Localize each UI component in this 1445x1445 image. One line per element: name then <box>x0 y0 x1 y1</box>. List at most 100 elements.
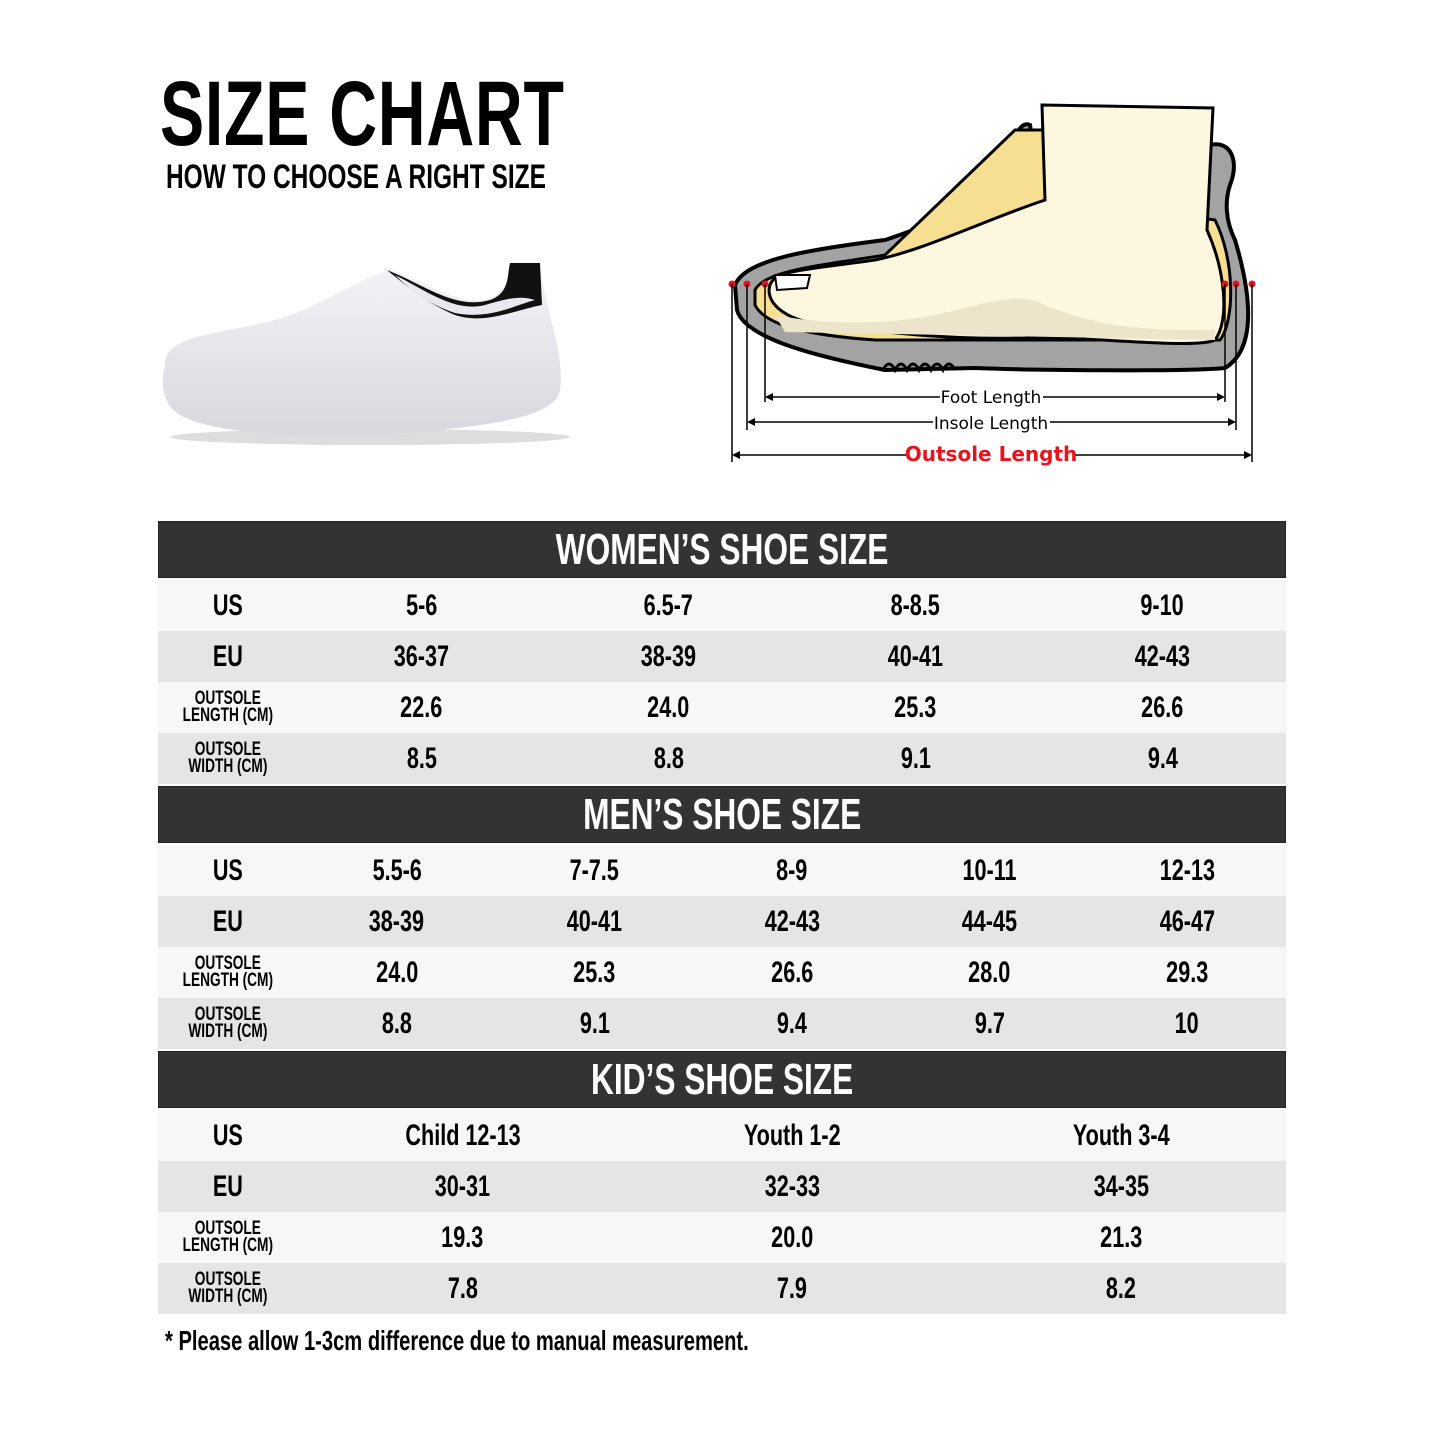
table-cell: 24.0 <box>545 691 792 725</box>
men-row-width: OUTSOLE WIDTH (CM) 8.8 9.1 9.4 9.7 10 <box>158 998 1286 1049</box>
row-label: OUTSOLE WIDTH (CM) <box>158 1268 298 1307</box>
cell-value: 24.0 <box>647 690 690 724</box>
cell-value: 34-35 <box>1093 1169 1149 1203</box>
row-label-text: EU <box>212 904 244 938</box>
kid-row-us: US Child 12-13 Youth 1-2 Youth 3-4 <box>158 1110 1286 1161</box>
women-row-us: US 5-6 6.5-7 8-8.5 9-10 <box>158 580 1286 631</box>
table-cell: 44-45 <box>891 905 1089 939</box>
row-label-text: US <box>212 588 244 622</box>
table-cell: 8.8 <box>545 742 792 776</box>
table-cell: 8.2 <box>957 1272 1286 1306</box>
table-cell: 8.5 <box>298 742 545 776</box>
table-cell: 10 <box>1088 1007 1286 1041</box>
cell-value: 19.3 <box>441 1220 484 1254</box>
table-cell: 42-43 <box>1039 640 1286 674</box>
row-label: OUTSOLE WIDTH (CM) <box>158 738 298 777</box>
row-label-text: US <box>212 853 244 887</box>
table-cell: 46-47 <box>1088 905 1286 939</box>
cell-value: 20.0 <box>770 1220 814 1254</box>
table-cell: 24.0 <box>298 956 496 990</box>
row-label-text: OUTSOLE LENGTH (CM) <box>182 687 274 726</box>
table-cell: 22.6 <box>298 691 545 725</box>
cell-value: 30-31 <box>435 1169 491 1203</box>
row-label-text: EU <box>212 1169 244 1203</box>
table-cell: 40-41 <box>496 905 694 939</box>
cell-value: 38-39 <box>369 904 425 938</box>
row-label: EU <box>158 1170 298 1204</box>
row-label-text: OUTSOLE LENGTH (CM) <box>182 1219 274 1256</box>
cell-value: 8.8 <box>381 1006 412 1040</box>
row-label: OUTSOLE LENGTH (CM) <box>158 952 298 991</box>
table-cell: 7.9 <box>627 1272 956 1306</box>
row-label-line: OUTSOLE <box>194 952 262 974</box>
men-row-length: OUTSOLE LENGTH (CM) 24.0 25.3 26.6 28.0 29.3 <box>158 947 1286 998</box>
cell-value: 44-45 <box>961 904 1018 938</box>
row-label-line: OUTSOLE <box>194 738 262 760</box>
cell-value: Youth 3-4 <box>1072 1118 1170 1152</box>
table-cell: 9.4 <box>1039 742 1286 776</box>
table-cell: 5-6 <box>298 589 545 623</box>
cell-value: 22.6 <box>400 690 443 724</box>
page-title-block: SIZE CHART HOW TO CHOOSE A RIGHT SIZE <box>160 68 564 196</box>
table-cell: 9.1 <box>496 1007 694 1041</box>
cell-value: 5-6 <box>405 588 438 622</box>
table-cell: 9.1 <box>792 742 1039 776</box>
page-subtitle: HOW TO CHOOSE A RIGHT SIZE <box>166 158 546 196</box>
cell-value: 26.6 <box>1141 690 1184 724</box>
cell-value: 32-33 <box>764 1169 820 1203</box>
table-cell: 30-31 <box>298 1170 627 1204</box>
row-label-line: WIDTH (CM) <box>188 1285 268 1307</box>
table-cell: 7-7.5 <box>496 854 694 888</box>
table-cell: 34-35 <box>957 1170 1286 1204</box>
cell-value: 10-11 <box>962 853 1017 887</box>
table-cell: Youth 1-2 <box>627 1119 956 1153</box>
foot-measurement-diagram: Foot Length Insole Length Outsole Length <box>728 103 1256 466</box>
insole-length-label: Insole Length <box>934 414 1048 434</box>
cell-value: 8.5 <box>406 741 437 775</box>
cell-value: 29.3 <box>1166 955 1209 989</box>
row-label-line: LENGTH (CM) <box>182 704 274 726</box>
cell-value: 7.8 <box>447 1271 478 1305</box>
women-section-title: WOMEN’S SHOE SIZE <box>555 524 889 574</box>
cell-value: 8.2 <box>1106 1271 1137 1305</box>
cell-value: 26.6 <box>770 955 813 989</box>
kid-row-length: OUTSOLE LENGTH (CM) 19.3 20.0 21.3 <box>158 1212 1286 1263</box>
cell-value: 38-39 <box>640 639 697 673</box>
cell-value: 9.7 <box>974 1006 1005 1040</box>
table-cell: 21.3 <box>957 1221 1286 1255</box>
shoe-image <box>162 263 570 445</box>
footnote: * Please allow 1-3cm difference due to m… <box>165 1325 749 1356</box>
cell-value: 5.5-6 <box>372 853 422 887</box>
row-label-line: LENGTH (CM) <box>182 1234 274 1256</box>
table-cell: 25.3 <box>496 956 694 990</box>
women-section-header: WOMEN’S SHOE SIZE <box>158 521 1286 578</box>
table-cell: 8.8 <box>298 1007 496 1041</box>
table-cell: 40-41 <box>792 640 1039 674</box>
cell-value: 8-9 <box>776 853 808 887</box>
table-cell: 38-39 <box>298 905 496 939</box>
cell-value: 40-41 <box>887 639 944 673</box>
foot-length-label: Foot Length <box>941 388 1042 408</box>
row-label-line: OUTSOLE <box>194 687 262 709</box>
cell-value: 6.5-7 <box>643 588 694 622</box>
row-label: EU <box>158 640 298 674</box>
men-section-title: MEN’S SHOE SIZE <box>582 789 862 839</box>
row-label-text: EU <box>212 639 244 673</box>
row-label: US <box>158 1119 298 1153</box>
cell-value: 9.4 <box>1147 741 1178 775</box>
cell-value: 28.0 <box>968 955 1011 989</box>
table-cell: 28.0 <box>891 956 1089 990</box>
table-cell: 36-37 <box>298 640 545 674</box>
kid-row-width: OUTSOLE WIDTH (CM) 7.8 7.9 8.2 <box>158 1263 1286 1314</box>
row-label-line: LENGTH (CM) <box>182 969 274 991</box>
cell-value: 21.3 <box>1100 1220 1143 1254</box>
row-label-line: OUTSOLE <box>194 1268 262 1290</box>
cell-value: 40-41 <box>566 904 623 938</box>
cell-value: Child 12-13 <box>405 1118 521 1152</box>
cell-value: 25.3 <box>894 690 937 724</box>
table-cell: 19.3 <box>298 1221 627 1255</box>
row-label-line: OUTSOLE <box>194 1003 262 1025</box>
kid-section-title: KID’S SHOE SIZE <box>590 1054 854 1104</box>
row-label-line: WIDTH (CM) <box>188 755 268 777</box>
kid-row-eu: EU 30-31 32-33 34-35 <box>158 1161 1286 1212</box>
